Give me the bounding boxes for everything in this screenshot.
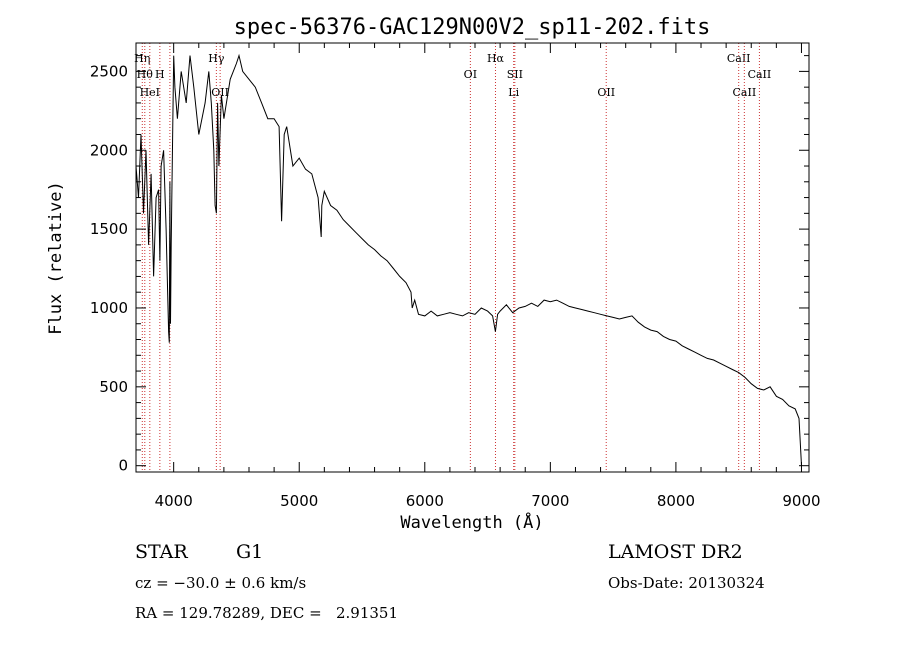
marker-label-7: OI	[464, 68, 477, 81]
marker-label-3: H	[155, 68, 165, 81]
object-subclass: G1	[236, 541, 264, 563]
y-tick-label: 0	[118, 457, 128, 475]
marker-label-5: Hγ	[208, 52, 225, 65]
marker-label-8: Hα	[487, 52, 505, 65]
marker-label-13: CaII	[733, 86, 757, 99]
y-tick-label: 2500	[90, 62, 128, 80]
spectrum-line	[135, 53, 802, 466]
survey-name: LAMOST DR2	[608, 541, 743, 563]
y-tick-label: 1500	[90, 220, 128, 238]
y-tick-label: 2000	[90, 141, 128, 159]
redshift-text: cz = −30.0 ± 0.6 km/s	[135, 574, 307, 592]
x-tick-label: 7000	[531, 492, 569, 510]
x-axis-label: Wavelength (Å)	[400, 511, 543, 533]
y-axis-label: Flux (relative)	[46, 181, 66, 335]
x-tick-label: 8000	[657, 492, 695, 510]
axis-ticks: 4000 5000 6000 7000 8000 9000 0 500 1000 1500 2000…	[90, 43, 821, 510]
marker-label-11: OII	[597, 86, 615, 99]
object-class: STAR	[135, 541, 188, 563]
x-tick-label: 6000	[406, 492, 444, 510]
marker-label-14: CaII	[748, 68, 772, 81]
marker-label-12: CaII	[727, 52, 751, 65]
y-tick-label: 500	[99, 378, 128, 396]
x-tick-label: 4000	[155, 492, 193, 510]
plot-frame	[135, 42, 810, 473]
chart-title: spec-56376-GAC129N00V2_sp11-202.fits	[234, 15, 711, 40]
marker-label-10: Li	[508, 86, 519, 99]
marker-label-2: HeI	[140, 86, 160, 99]
obs-date: Obs-Date: 20130324	[608, 574, 765, 592]
marker-label-9: SII	[507, 68, 523, 81]
x-tick-label: 9000	[782, 492, 820, 510]
y-tick-label: 1000	[90, 299, 128, 317]
marker-label-0: Hη	[134, 52, 150, 65]
coordinates: RA = 129.78289, DEC = 2.91351	[135, 604, 399, 622]
marker-label-6: OII	[211, 86, 229, 99]
marker-label-1: Hθ	[137, 68, 154, 81]
x-tick-label: 5000	[280, 492, 318, 510]
